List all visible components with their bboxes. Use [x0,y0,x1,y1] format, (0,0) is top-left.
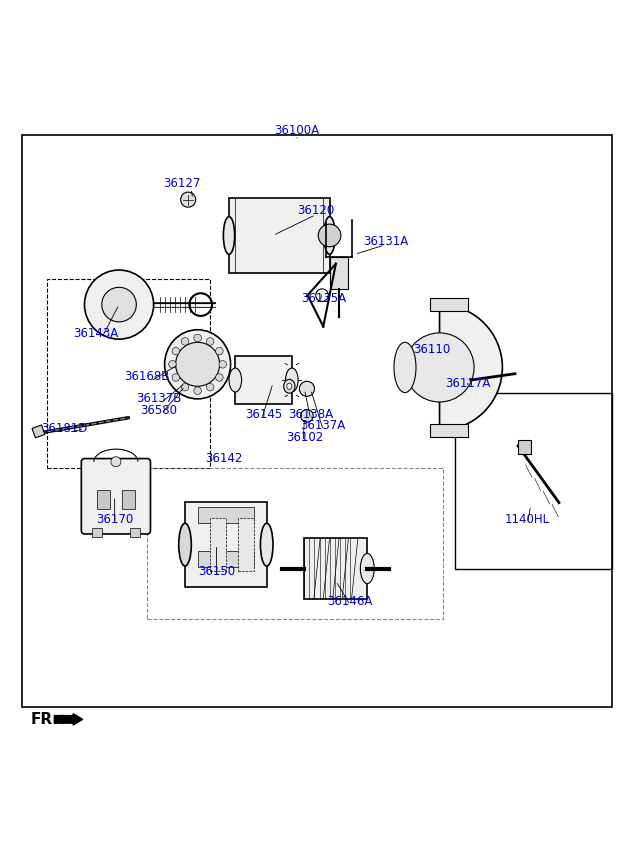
Text: 36127: 36127 [163,177,200,191]
Ellipse shape [229,368,242,392]
Bar [518,440,531,454]
Text: 36181D: 36181D [41,422,87,435]
Circle shape [172,348,179,354]
Circle shape [181,338,189,345]
FancyBboxPatch shape [81,459,150,534]
Circle shape [405,333,474,402]
Text: 36137B: 36137B [136,393,181,405]
Text: 36150: 36150 [198,565,235,578]
Circle shape [169,360,176,368]
Text: 36138A: 36138A [288,408,333,421]
Bar [304,538,367,599]
Ellipse shape [261,523,273,566]
Circle shape [102,287,136,322]
Text: 36146A: 36146A [328,594,373,608]
Bar [229,198,330,273]
Text: 36117A: 36117A [445,377,491,389]
Bar [92,527,102,537]
FancyArrow shape [55,714,82,725]
Wedge shape [439,304,502,430]
Text: 36142: 36142 [205,452,243,465]
Text: FR.: FR. [31,711,59,727]
Bar [97,490,110,509]
Text: 36145: 36145 [245,408,282,421]
Bar [235,356,292,404]
Circle shape [194,334,202,342]
Text: 36131A: 36131A [363,235,409,248]
Circle shape [216,348,223,354]
Text: 1140HL: 1140HL [505,513,550,526]
Ellipse shape [223,216,235,254]
Bar [198,551,254,566]
Bar [198,507,254,522]
Circle shape [316,289,328,301]
Bar [430,298,468,311]
Text: 36168B: 36168B [125,371,170,383]
Bar [32,425,45,438]
Ellipse shape [165,330,231,399]
Bar [430,424,468,437]
Ellipse shape [324,216,335,254]
Ellipse shape [394,343,416,393]
Ellipse shape [283,379,295,393]
Bar [185,502,267,588]
Circle shape [84,270,153,339]
Circle shape [318,224,341,247]
Bar [130,527,139,537]
Bar [330,258,349,289]
Circle shape [181,192,196,207]
Circle shape [194,387,202,394]
Text: 36137A: 36137A [301,420,346,432]
Circle shape [216,374,223,382]
Text: 36100A: 36100A [275,124,320,137]
Text: 36170: 36170 [96,513,133,526]
Circle shape [301,410,313,422]
Circle shape [207,383,214,391]
Text: 36143A: 36143A [73,327,119,340]
Text: 36102: 36102 [286,432,323,444]
Bar [455,393,612,568]
Bar [122,490,135,509]
Circle shape [172,374,179,382]
Ellipse shape [360,554,374,583]
Text: 36120: 36120 [297,204,334,217]
Text: 36135A: 36135A [301,292,346,304]
Circle shape [111,457,121,466]
Text: 36110: 36110 [413,343,450,356]
Bar [210,518,226,571]
Bar [238,518,254,571]
Bar [47,280,210,468]
Ellipse shape [285,368,298,392]
Text: 36580: 36580 [140,404,177,417]
Circle shape [181,383,189,391]
Circle shape [299,382,314,396]
Ellipse shape [179,523,191,566]
Circle shape [176,343,219,387]
Circle shape [207,338,214,345]
Bar [147,468,443,619]
Circle shape [219,360,226,368]
Ellipse shape [287,383,292,389]
